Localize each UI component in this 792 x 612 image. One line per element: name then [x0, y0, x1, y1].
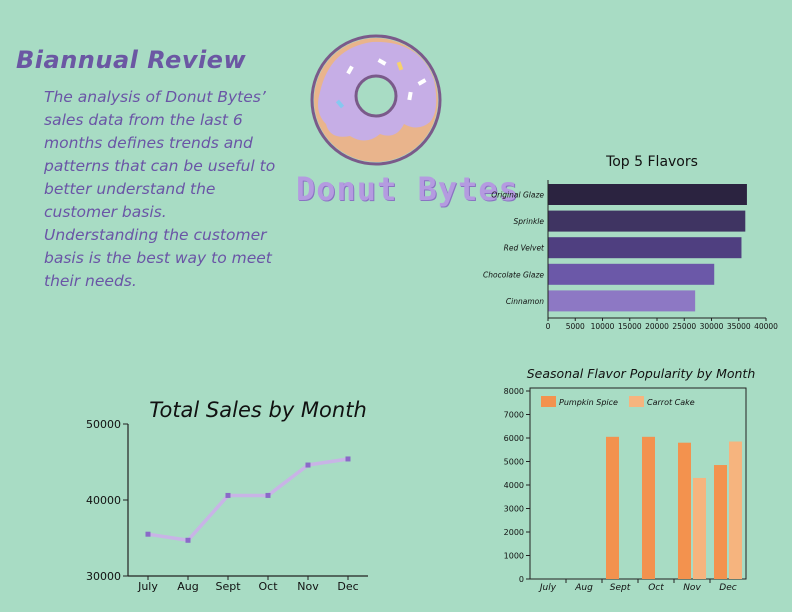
logo-text: Donut Bytes	[296, 170, 519, 208]
seasonal-legend-swatch	[541, 396, 556, 407]
total-sales-title: Total Sales by Month	[149, 398, 367, 422]
seasonal-x-tick-label: Oct	[648, 583, 664, 593]
top-flavors-x-tick-label: 40000	[754, 322, 778, 331]
total-sales-point	[225, 492, 231, 498]
top-flavors-bar	[548, 210, 746, 232]
total-sales-point	[145, 531, 151, 537]
seasonal-y-tick-label: 7000	[504, 411, 524, 420]
top-flavors-x-tick-label: 30000	[700, 322, 724, 331]
top-flavors-title: Top 5 Flavors	[605, 154, 698, 170]
seasonal-legend-label: Pumpkin Spice	[559, 398, 618, 407]
seasonal-y-tick-label: 5000	[504, 458, 524, 467]
seasonal-x-tick-label: Nov	[683, 583, 701, 593]
top-flavors-x-tick-label: 10000	[591, 322, 615, 331]
total-sales-point	[185, 537, 191, 543]
total-sales-x-tick-label: Nov	[297, 580, 319, 593]
top-flavors-bar	[548, 263, 715, 285]
seasonal-bar	[714, 465, 727, 579]
top-flavors-category-label: Cinnamon	[506, 297, 544, 306]
top-flavors-category-label: Chocolate Glaze	[483, 270, 544, 279]
seasonal-bar	[729, 441, 742, 579]
total-sales-line	[147, 457, 349, 543]
seasonal-y-tick-label: 4000	[504, 481, 524, 490]
total-sales-y-tick-label: 40000	[86, 494, 121, 507]
top-flavors-bar	[548, 237, 742, 259]
seasonal-bar	[693, 477, 706, 579]
total-sales-point	[345, 456, 351, 462]
seasonal-y-tick-label: 3000	[504, 505, 524, 514]
total-sales-x-tick-label: Aug	[177, 580, 198, 593]
total-sales-point	[305, 462, 311, 468]
top-flavors-category-label: Red Velvet	[504, 244, 545, 253]
total-sales-x-tick-label: July	[137, 580, 158, 593]
seasonal-frame	[529, 387, 747, 580]
seasonal-bar	[642, 436, 655, 579]
seasonal-bar	[678, 442, 691, 579]
top-flavors-x-tick-label: 35000	[727, 322, 751, 331]
seasonal-title: Seasonal Flavor Popularity by Month	[527, 366, 756, 381]
top-flavors-bar	[548, 290, 696, 312]
total-sales-x-tick-label: Sept	[215, 580, 241, 593]
seasonal-legend-swatch	[629, 396, 644, 407]
seasonal-x-tick-label: Dec	[719, 583, 736, 593]
top-flavors-x-tick-label: 25000	[672, 322, 696, 331]
top-flavors-category-label: Sprinkle	[514, 217, 545, 226]
top-flavors-x-tick-label: 0	[546, 322, 551, 331]
total-sales-x-tick-label: Dec	[337, 580, 358, 593]
seasonal-y-tick-label: 1000	[504, 552, 524, 561]
summary-text: The analysis of Donut Bytes’ sales data …	[44, 88, 276, 290]
seasonal-legend-label: Carrot Cake	[647, 398, 695, 407]
seasonal-y-tick-label: 2000	[504, 528, 524, 537]
total-sales-y-tick-label: 50000	[86, 418, 121, 431]
top-flavors-category-label: Original Glaze	[491, 191, 544, 200]
total-sales-x-tick-label: Oct	[258, 580, 278, 593]
top-flavors-bar	[548, 184, 747, 205]
top-flavors-x-tick-label: 5000	[566, 322, 585, 331]
seasonal-x-tick-label: Aug	[574, 583, 593, 593]
page-title: Biannual Review	[16, 46, 247, 74]
seasonal-y-tick-label: 6000	[504, 434, 524, 443]
top-flavors-x-tick-label: 15000	[618, 322, 642, 331]
seasonal-x-tick-label: Sept	[610, 583, 631, 593]
top-flavors-x-tick-label: 20000	[645, 322, 669, 331]
seasonal-bar	[606, 436, 619, 579]
seasonal-y-tick-label: 0	[519, 575, 524, 584]
total-sales-y-tick-label: 30000	[86, 570, 121, 583]
seasonal-x-tick-label: July	[538, 583, 557, 593]
total-sales-point	[265, 492, 271, 498]
seasonal-y-tick-label: 8000	[504, 387, 524, 396]
